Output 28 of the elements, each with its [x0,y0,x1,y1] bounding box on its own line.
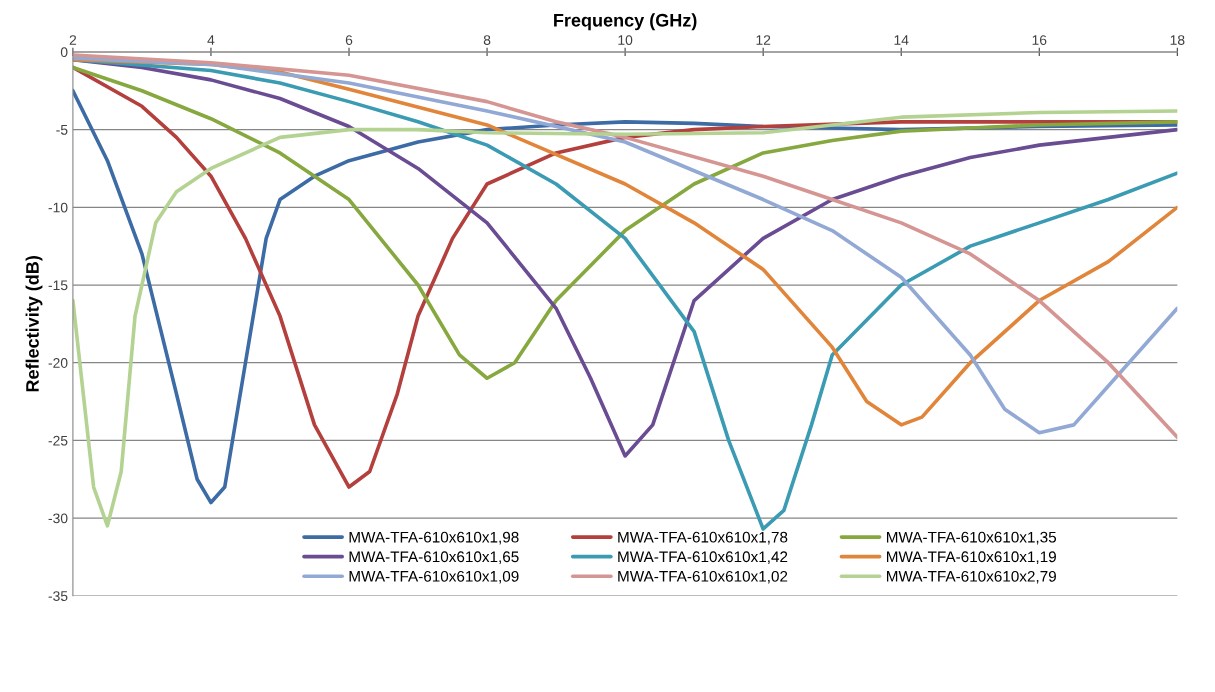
y-tick-label: -15 [48,280,68,291]
y-axis-title: Reflectivity (dB) [25,256,43,392]
legend-label: MWA-TFA-610x610x1,42 [618,551,788,564]
x-axis-title: Frequency (GHz) [554,13,697,31]
y-tick-label: 0 [60,47,68,58]
legend-label: MWA-TFA-610x610x1,65 [349,551,519,564]
y-tick-label: -25 [48,435,68,446]
legend-label: MWA-TFA-610x610x2,79 [886,570,1056,584]
x-tick-label: 16 [1032,35,1047,45]
y-tick-label: -20 [48,358,68,368]
legend-label: MWA-TFA-610x610x1,09 [349,570,519,584]
y-tick-label: -10 [48,202,68,213]
y-tick-label: -30 [48,513,68,524]
y-tick-label: -5 [56,125,68,135]
x-tick-label: 10 [618,35,633,45]
x-tick-label: 8 [483,35,491,45]
x-tick-label: 2 [69,35,77,45]
x-tick-label: 18 [1170,35,1185,45]
legend-label: MWA-TFA-610x610x1,35 [886,531,1057,545]
legend-label: MWA-TFA-610x610x1,02 [618,570,788,584]
y-tick-label: -35 [48,591,68,601]
x-tick-label: 4 [207,35,215,45]
legend-label: MWA-TFA-610x610x1,98 [349,531,519,545]
legend-label: MWA-TFA-610x610x1,78 [618,531,788,545]
x-tick-label: 12 [756,35,771,45]
x-tick-label: 14 [894,35,909,45]
legend-label: MWA-TFA-610x610x1,19 [886,551,1056,564]
x-tick-label: 6 [345,35,353,45]
